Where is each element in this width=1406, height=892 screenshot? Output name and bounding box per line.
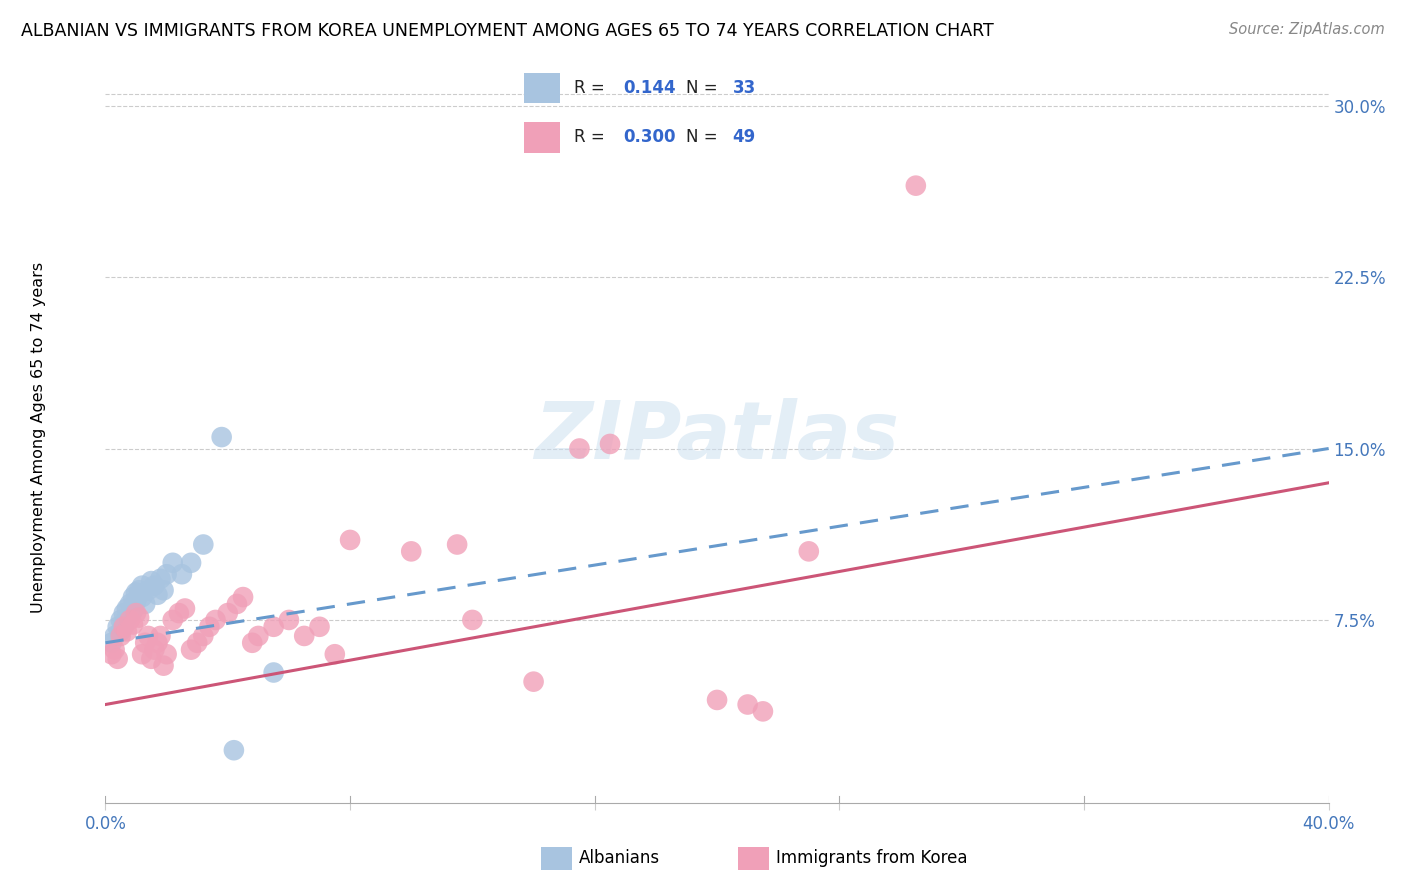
Text: R =: R = [574,79,610,97]
Point [136,583,159,598]
Point [107,620,129,634]
Point [115,624,138,639]
Point [263,620,285,634]
Point [737,698,759,712]
Point [706,693,728,707]
Text: ALBANIAN VS IMMIGRANTS FROM KOREA UNEMPLOYMENT AMONG AGES 65 TO 74 YEARS CORRELA: ALBANIAN VS IMMIGRANTS FROM KOREA UNEMPL… [21,22,994,40]
Point [115,610,138,624]
Point [149,572,172,586]
Bar [524,122,560,153]
Point [122,604,145,618]
Point [143,642,166,657]
Point [136,629,159,643]
Point [128,610,150,624]
Point [152,658,174,673]
Point [155,567,177,582]
Point [263,665,285,680]
Text: Immigrants from Korea: Immigrants from Korea [776,849,967,867]
Point [170,567,193,582]
Point [217,606,239,620]
Point [100,636,122,650]
Text: 0.144: 0.144 [623,79,675,97]
Point [240,636,263,650]
Point [104,642,127,657]
Point [186,636,208,650]
Point [110,624,132,639]
Point [461,613,484,627]
Point [122,590,145,604]
Point [122,617,145,632]
Bar [524,73,560,103]
Point [110,629,132,643]
Point [226,597,249,611]
Point [222,743,245,757]
Point [112,606,135,620]
Point [112,617,135,632]
Point [278,613,301,627]
Point [323,647,346,661]
Point [180,556,202,570]
Point [162,613,184,627]
Point [292,629,315,643]
Point [143,579,166,593]
Point [232,590,254,604]
Point [162,556,184,570]
Point [125,606,148,620]
Point [599,437,621,451]
Text: 49: 49 [733,128,756,146]
Point [446,537,468,551]
Point [568,442,591,456]
Point [118,597,141,611]
Text: 33: 33 [733,79,756,97]
Point [904,178,927,193]
Text: 0.300: 0.300 [623,128,675,146]
Point [146,636,169,650]
Point [198,620,221,634]
Text: Albanians: Albanians [579,849,661,867]
Text: ZIPatlas: ZIPatlas [534,398,900,476]
Point [110,613,132,627]
Point [752,705,775,719]
Point [128,583,150,598]
Point [125,594,148,608]
Point [180,642,202,657]
Text: Source: ZipAtlas.com: Source: ZipAtlas.com [1229,22,1385,37]
Point [107,652,129,666]
Point [211,430,233,444]
Point [174,601,197,615]
Point [152,583,174,598]
Point [118,613,141,627]
Point [115,601,138,615]
Point [146,588,169,602]
Point [523,674,546,689]
Point [193,537,215,551]
Point [401,544,423,558]
Text: N =: N = [686,79,723,97]
Point [247,629,270,643]
Point [204,613,226,627]
Point [128,588,150,602]
Point [112,620,135,634]
Point [134,597,156,611]
Point [308,620,330,634]
Point [149,629,172,643]
Point [125,585,148,599]
Point [797,544,820,558]
Point [193,629,215,643]
Point [339,533,361,547]
Point [131,647,153,661]
Point [167,606,190,620]
Point [104,629,127,643]
Point [131,590,153,604]
Point [141,574,163,588]
Text: N =: N = [686,128,723,146]
Point [131,579,153,593]
Text: Unemployment Among Ages 65 to 74 years: Unemployment Among Ages 65 to 74 years [31,261,45,613]
Point [134,636,156,650]
Point [141,652,163,666]
Text: R =: R = [574,128,610,146]
Point [100,647,122,661]
Point [155,647,177,661]
